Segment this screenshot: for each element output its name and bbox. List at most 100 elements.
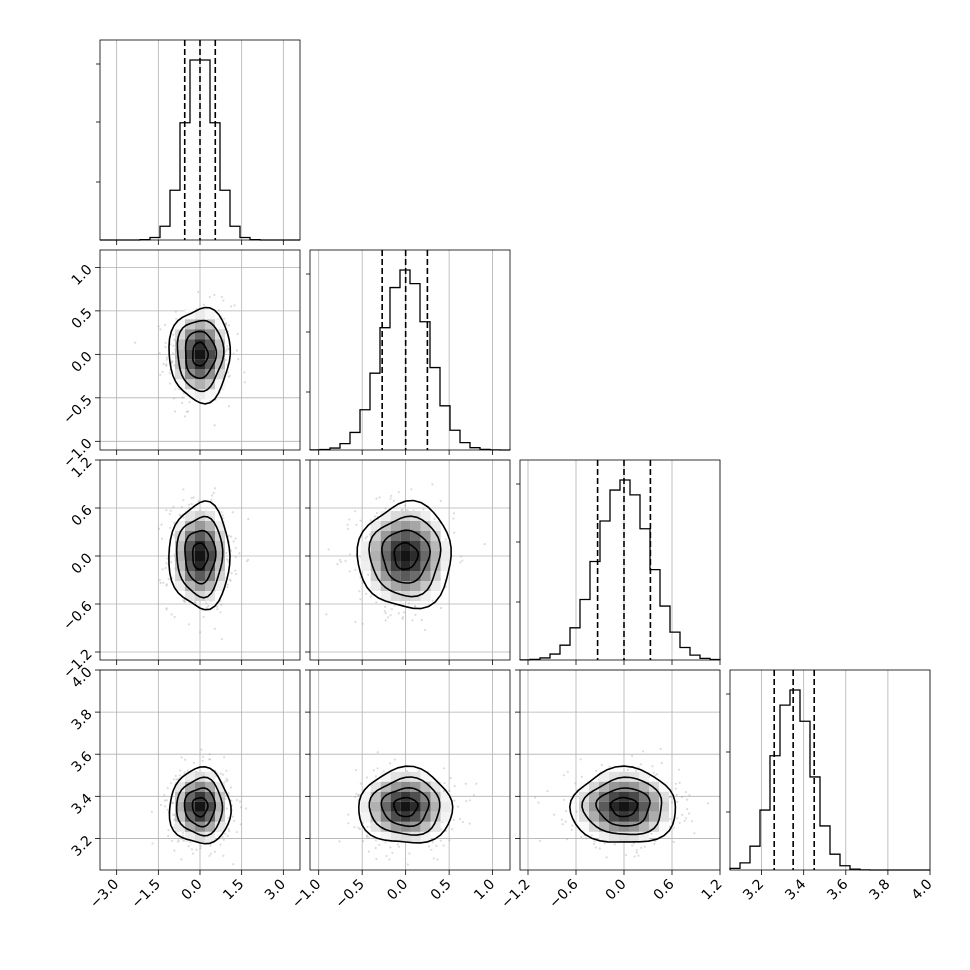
y-tick-label: 3.4 xyxy=(69,791,96,818)
x-tick-label: 3.8 xyxy=(866,876,893,903)
scatter-point xyxy=(160,537,164,540)
scatter-point xyxy=(361,622,364,625)
scatter-point xyxy=(212,491,215,495)
scatter-point xyxy=(239,823,242,826)
scatter-point xyxy=(452,517,455,520)
scatter-point xyxy=(159,328,162,331)
scatter-point xyxy=(384,507,387,510)
scatter-point xyxy=(393,604,396,607)
density-cell xyxy=(205,369,215,380)
scatter-point xyxy=(224,832,227,835)
scatter-panel-2-1 xyxy=(305,459,511,665)
scatter-point xyxy=(357,826,360,829)
contour-line xyxy=(184,529,217,585)
density-cell xyxy=(215,801,225,812)
scatter-point xyxy=(389,846,392,849)
density-cell xyxy=(400,831,411,842)
scatter-point xyxy=(181,832,185,835)
scatter-point xyxy=(365,835,368,838)
density-cell xyxy=(370,781,381,792)
scatter-point xyxy=(173,615,176,619)
scatter-point xyxy=(172,813,175,817)
density-cell xyxy=(390,561,401,571)
scatter-point xyxy=(406,509,409,512)
scatter-point xyxy=(225,322,228,326)
scatter-point xyxy=(197,499,200,503)
scatter-point xyxy=(224,349,228,352)
density-cell xyxy=(215,521,225,531)
scatter-point xyxy=(561,823,564,826)
scatter-point xyxy=(169,526,172,529)
density-cell xyxy=(185,791,195,802)
density-cell xyxy=(400,551,411,561)
contour-line xyxy=(609,796,639,818)
scatter-point xyxy=(598,847,601,850)
scatter-point xyxy=(150,810,153,813)
scatter-point xyxy=(327,548,330,551)
density-cell xyxy=(579,791,589,802)
density-cell xyxy=(195,369,205,380)
density-cell xyxy=(390,551,401,561)
scatter-point xyxy=(354,768,357,772)
hist-panel-2 xyxy=(516,459,721,665)
scatter-point xyxy=(202,303,205,306)
scatter-point xyxy=(676,817,679,820)
density-cell xyxy=(175,339,185,350)
scatter-point xyxy=(233,819,236,822)
density-cell xyxy=(400,561,411,571)
density-cell xyxy=(205,339,215,350)
scatter-point xyxy=(162,363,165,366)
density-cell xyxy=(370,811,381,822)
scatter-point xyxy=(656,773,659,776)
density-cell xyxy=(175,551,185,561)
density-cell xyxy=(390,521,401,531)
density-cell xyxy=(215,821,225,832)
scatter-point xyxy=(222,299,225,302)
scatter-point xyxy=(400,508,403,512)
scatter-point xyxy=(643,845,646,848)
panel-frame xyxy=(309,249,511,451)
density-cell xyxy=(410,781,421,792)
scatter-point xyxy=(172,333,175,336)
scatter-point xyxy=(652,771,655,774)
scatter-point xyxy=(182,488,185,491)
density-cell xyxy=(185,349,195,360)
scatter-point xyxy=(167,577,170,581)
scatter-point xyxy=(238,800,242,803)
scatter-point xyxy=(188,506,191,510)
density-cell xyxy=(175,781,185,792)
density-cell xyxy=(205,771,215,782)
scatter-point xyxy=(163,799,166,802)
scatter-point xyxy=(221,773,225,776)
density-cell xyxy=(639,831,649,842)
y-tick-label: 0.0 xyxy=(69,550,96,577)
scatter-point xyxy=(384,612,387,615)
scatter-point xyxy=(209,844,212,847)
density-cell xyxy=(440,791,451,802)
scatter-point xyxy=(674,787,677,790)
density-cell xyxy=(185,541,195,551)
density-cell xyxy=(185,531,195,541)
scatter-point xyxy=(640,846,643,849)
scatter-point xyxy=(537,801,540,804)
hist-panel-1 xyxy=(306,249,511,455)
scatter-point xyxy=(408,602,411,605)
density-cell xyxy=(599,831,609,842)
scatter-point xyxy=(439,606,443,610)
scatter-point xyxy=(396,843,399,846)
scatter-point xyxy=(439,839,442,842)
scatter-point xyxy=(164,323,167,327)
scatter-point xyxy=(181,838,184,841)
x-tick-label: 3.0 xyxy=(262,876,289,903)
density-cell xyxy=(175,379,185,390)
scatter-point xyxy=(659,747,662,750)
density-cell xyxy=(430,581,441,591)
contour-line xyxy=(380,786,430,828)
scatter-point xyxy=(228,374,231,377)
scatter-point xyxy=(180,505,183,508)
scatter-point xyxy=(222,854,225,857)
scatter-point xyxy=(369,595,373,598)
scatter-point xyxy=(226,779,229,782)
scatter-point xyxy=(391,851,394,854)
scatter-point xyxy=(172,802,175,805)
